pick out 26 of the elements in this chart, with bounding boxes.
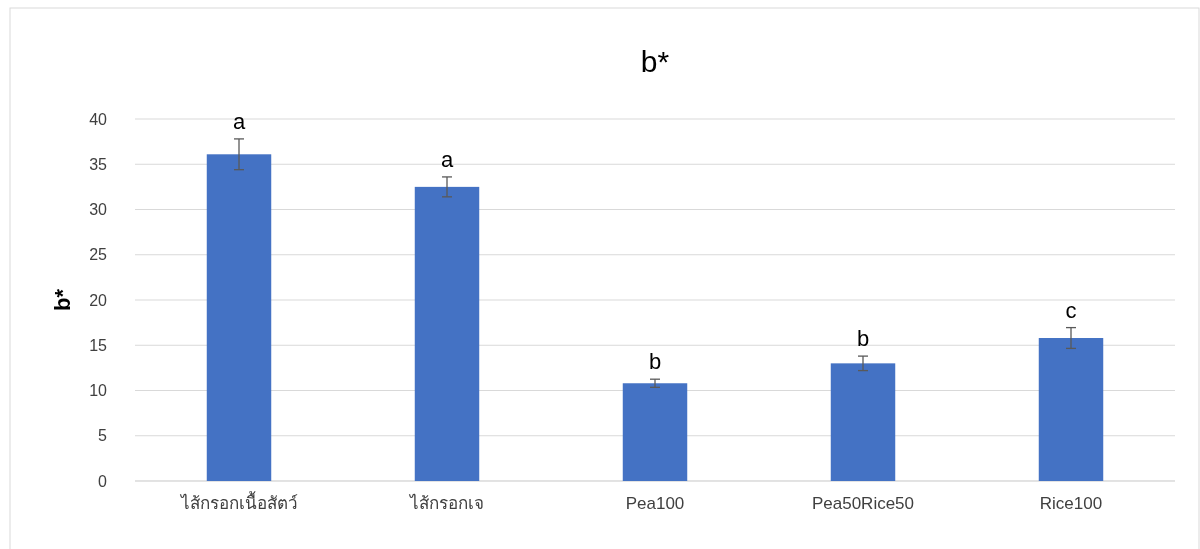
x-tick-label: Rice100 <box>1039 494 1103 513</box>
y-tick-label: 30 <box>89 201 108 219</box>
annotation: b <box>856 326 870 352</box>
y-tick-label: 20 <box>89 291 108 309</box>
bar <box>830 363 896 481</box>
chart-title: b* <box>640 45 670 78</box>
x-tick-label: ไส้กรอกเนื้อสัตว์ <box>178 491 298 513</box>
annotation: b <box>648 349 662 375</box>
y-tick-label: 35 <box>89 155 108 173</box>
annotation: a <box>232 108 246 134</box>
y-tick-label: 25 <box>89 246 108 264</box>
bar <box>1038 338 1104 481</box>
bar <box>206 154 272 481</box>
bar <box>414 186 480 481</box>
y-tick-label: 10 <box>89 382 108 400</box>
x-tick-label: ไส้กรอกเจ <box>408 493 484 513</box>
x-tick-label: Pea50Rice50 <box>811 494 915 513</box>
x-tick-label: Pea100 <box>625 494 685 513</box>
annotation: a <box>440 146 454 172</box>
y-tick-label: 40 <box>89 110 108 128</box>
y-tick-label: 15 <box>89 336 108 354</box>
y-axis-title: b* <box>50 288 75 311</box>
y-tick-label: 0 <box>98 472 108 490</box>
y-tick-label: 5 <box>98 427 108 445</box>
bar <box>622 383 688 481</box>
annotation: c <box>1065 297 1077 323</box>
